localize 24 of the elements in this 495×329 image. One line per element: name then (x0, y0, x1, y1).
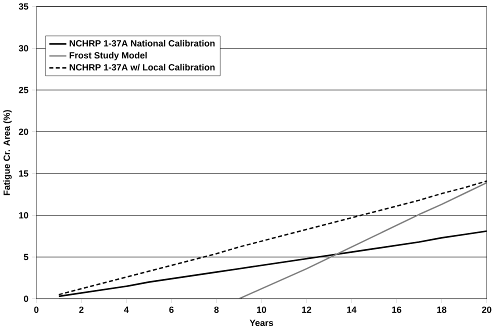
y-tick-label: 20 (18, 128, 28, 135)
y-tick-label: 30 (18, 44, 28, 52)
x-tick-label: 20 (482, 306, 492, 313)
y-axis-title: Fatigue Cr. Area (%) (3, 110, 12, 195)
y-tick-label: 0 (24, 295, 28, 302)
x-tick-label: 2 (79, 306, 84, 313)
y-tick-label: 15 (19, 170, 28, 176)
y-tick-label: 5 (24, 254, 28, 260)
x-axis-title: Years (250, 320, 274, 326)
legend-label: NCHRP 1-37A National Calibration (70, 40, 215, 46)
y-tick-label: 25 (18, 86, 28, 94)
x-tick-label: 6 (169, 306, 174, 313)
x-tick-label: 12 (302, 306, 312, 313)
legend-label: Frost Study Model (70, 52, 147, 60)
legend-label: NCHRP 1-37A w/ Local Calibration (70, 64, 215, 70)
y-tick-label: 10 (19, 212, 28, 218)
x-tick-label: 0 (34, 306, 38, 313)
x-tick-label: 10 (257, 306, 266, 313)
x-tick-label: 14 (347, 306, 357, 313)
x-tick-label: 16 (392, 306, 402, 313)
x-tick-label: 18 (437, 306, 446, 313)
y-tick-label: 35 (18, 3, 28, 10)
x-tick-label: 4 (124, 306, 129, 313)
x-tick-label: 8 (214, 306, 219, 313)
